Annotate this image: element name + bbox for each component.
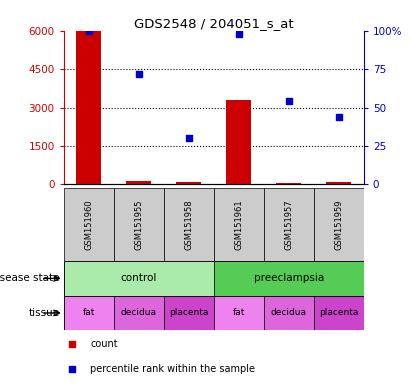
Text: GSM151958: GSM151958 <box>184 199 193 250</box>
Bar <box>326 182 351 184</box>
Text: disease state: disease state <box>0 273 60 283</box>
Bar <box>164 296 214 330</box>
Bar <box>214 261 364 296</box>
Text: GSM151957: GSM151957 <box>284 199 293 250</box>
Point <box>69 341 75 347</box>
Bar <box>276 183 301 184</box>
Text: GSM151959: GSM151959 <box>334 199 343 250</box>
Bar <box>114 188 164 261</box>
Point <box>185 135 192 141</box>
Bar <box>64 188 114 261</box>
Text: control: control <box>120 273 157 283</box>
Text: GSM151961: GSM151961 <box>234 199 243 250</box>
Text: decidua: decidua <box>121 308 157 318</box>
Text: fat: fat <box>233 308 245 318</box>
Text: preeclampsia: preeclampsia <box>254 273 324 283</box>
Text: fat: fat <box>83 308 95 318</box>
Text: tissue: tissue <box>28 308 60 318</box>
Title: GDS2548 / 204051_s_at: GDS2548 / 204051_s_at <box>134 17 293 30</box>
Bar <box>164 188 214 261</box>
Text: percentile rank within the sample: percentile rank within the sample <box>90 364 255 374</box>
Text: GSM151955: GSM151955 <box>134 199 143 250</box>
Bar <box>214 188 264 261</box>
Text: count: count <box>90 339 118 349</box>
Bar <box>314 188 364 261</box>
Bar <box>264 188 314 261</box>
Bar <box>76 31 101 184</box>
Bar <box>214 296 264 330</box>
Bar <box>264 296 314 330</box>
Point <box>85 28 92 34</box>
Bar <box>64 296 114 330</box>
Bar <box>64 261 214 296</box>
Bar <box>314 296 364 330</box>
Text: decidua: decidua <box>271 308 307 318</box>
Point <box>286 98 292 104</box>
Bar <box>226 100 251 184</box>
Point <box>335 114 342 120</box>
Bar <box>176 182 201 184</box>
Point <box>69 366 75 372</box>
Point <box>236 31 242 37</box>
Text: GSM151960: GSM151960 <box>84 199 93 250</box>
Bar <box>114 296 164 330</box>
Point <box>136 71 142 77</box>
Bar <box>126 181 151 184</box>
Text: placenta: placenta <box>319 308 358 318</box>
Text: placenta: placenta <box>169 308 208 318</box>
